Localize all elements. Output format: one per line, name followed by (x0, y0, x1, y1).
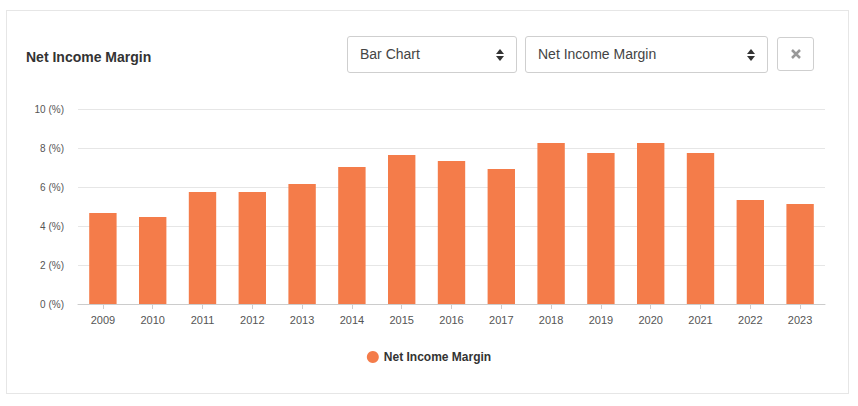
svg-text:6 (%): 6 (%) (40, 182, 64, 193)
html-text:Net Income Margin: Net Income Margin (538, 46, 657, 62)
svg-text:2022: 2022 (738, 314, 762, 326)
svg-text:2018: 2018 (539, 314, 563, 326)
svg-text:2020: 2020 (638, 314, 662, 326)
svg-text:2017: 2017 (489, 314, 513, 326)
svg-text:0 (%): 0 (%) (40, 299, 64, 310)
svg-text:2021: 2021 (688, 314, 712, 326)
svg-text:2019: 2019 (589, 314, 613, 326)
svg-text:2013: 2013 (290, 314, 314, 326)
svg-text:2023: 2023 (788, 314, 812, 326)
svg-text:2010: 2010 (140, 314, 164, 326)
svg-text:Net Income Margin: Net Income Margin (384, 350, 491, 364)
svg-text:2 (%): 2 (%) (40, 260, 64, 271)
svg-text:2009: 2009 (91, 314, 115, 326)
svg-text:10 (%): 10 (%) (35, 104, 64, 115)
svg-text:Net Income Margin: Net Income Margin (26, 49, 151, 65)
svg-text:2015: 2015 (389, 314, 413, 326)
svg-text:2011: 2011 (191, 314, 215, 326)
svg-text:2012: 2012 (240, 314, 264, 326)
svg-text:4 (%): 4 (%) (40, 221, 64, 232)
svg-text:8 (%): 8 (%) (40, 143, 64, 154)
html-text:Bar Chart: Bar Chart (360, 46, 420, 62)
svg-text:2014: 2014 (340, 314, 364, 326)
svg-text:2016: 2016 (439, 314, 463, 326)
